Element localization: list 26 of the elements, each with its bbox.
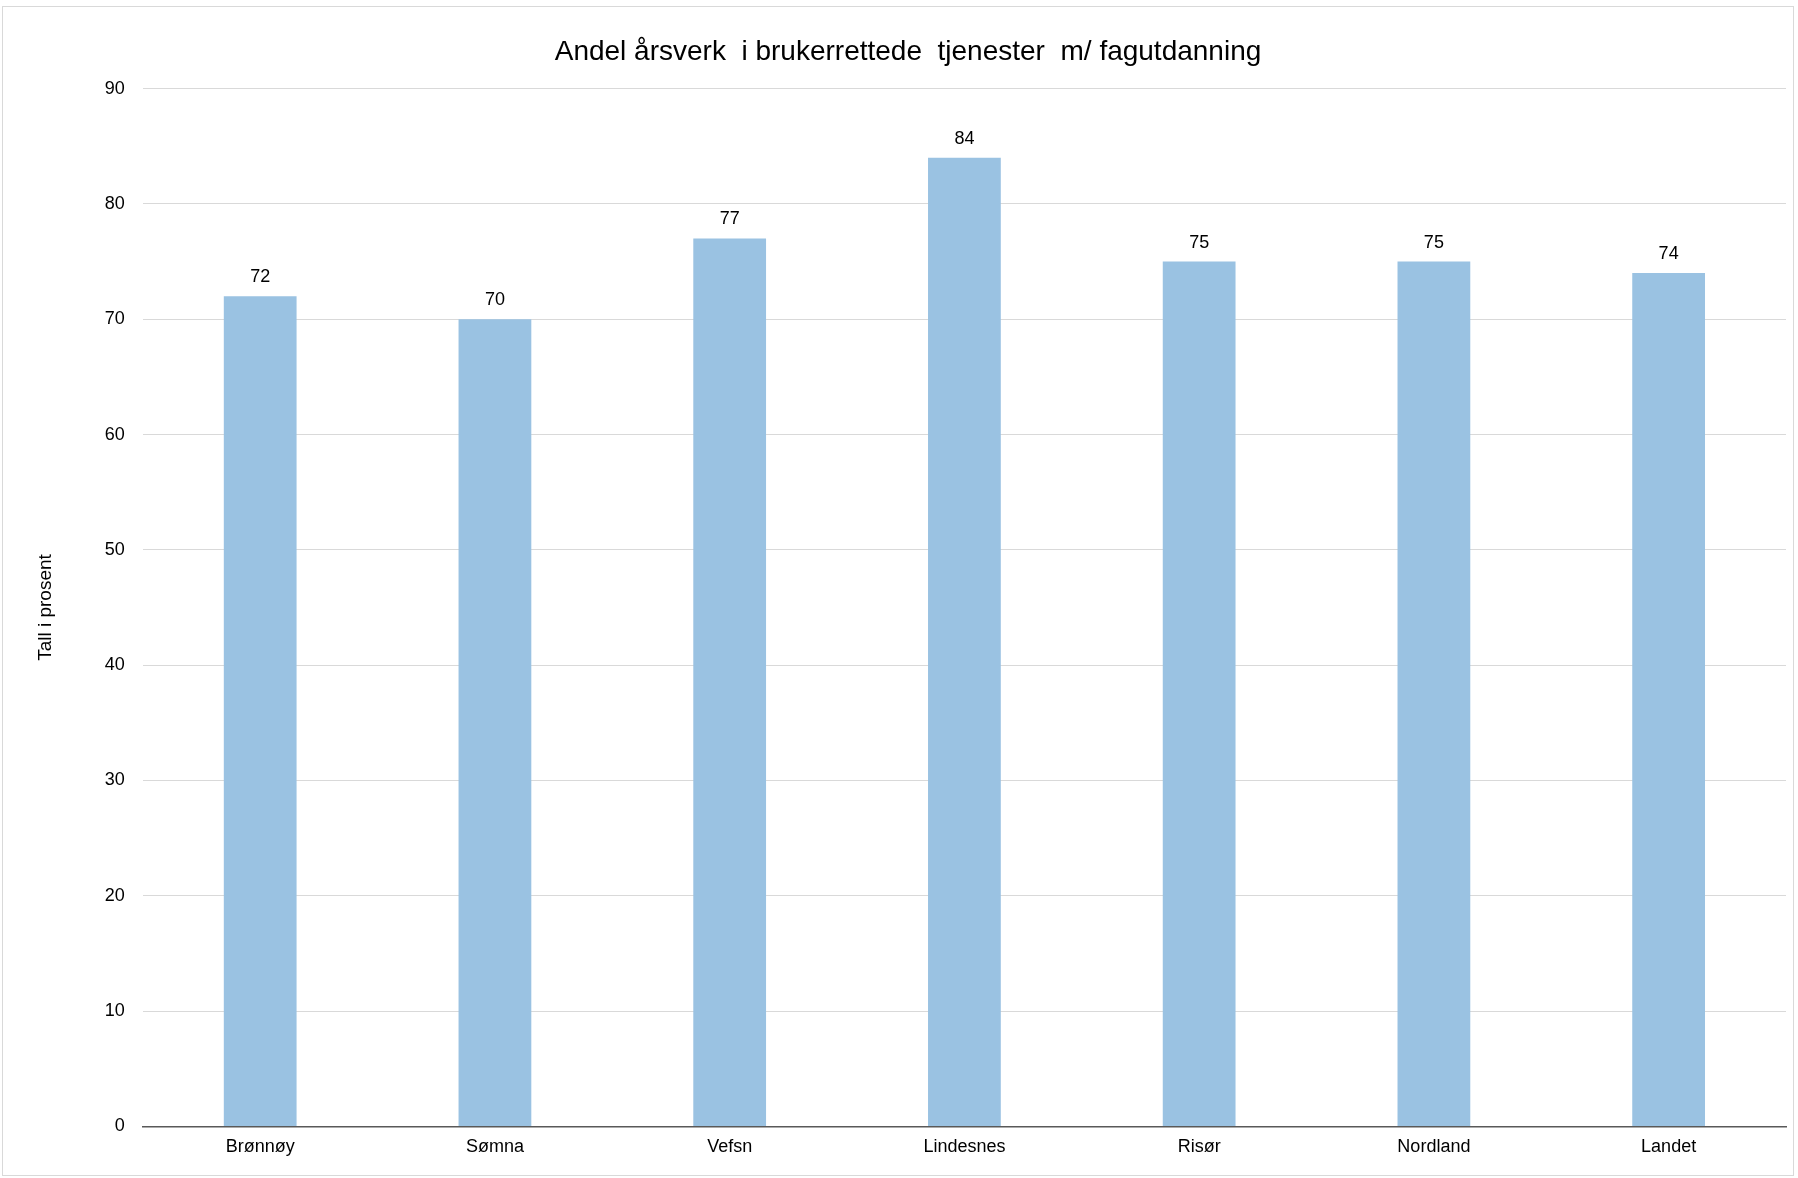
- x-tick-label: Vefsn: [707, 1136, 753, 1157]
- y-tick-label: 10: [104, 1000, 125, 1021]
- x-tick-label: Lindesnes: [923, 1136, 1006, 1157]
- x-tick-label: Nordland: [1397, 1136, 1471, 1157]
- x-tick-label: Brønnøy: [225, 1136, 295, 1157]
- data-label: 75: [1189, 231, 1210, 252]
- data-label: 72: [250, 266, 271, 287]
- y-tick-label: 70: [104, 308, 125, 329]
- y-tick-label: 90: [104, 77, 125, 98]
- y-axis-title: Tall i prosent: [33, 553, 55, 661]
- x-tick-label: Landet: [1641, 1136, 1697, 1157]
- x-tick-label: Sømna: [465, 1136, 525, 1157]
- data-label: 70: [484, 289, 505, 310]
- data-label: 75: [1423, 231, 1444, 252]
- data-label: 77: [719, 208, 740, 229]
- y-tick-label: 80: [104, 192, 125, 213]
- chart-title: Andel årsverk i brukerrettede tjenester m/ fagutdanning: [554, 34, 1262, 66]
- data-label: 84: [954, 127, 975, 148]
- y-tick-label: 50: [104, 538, 125, 559]
- y-tick-label: 60: [104, 423, 125, 444]
- y-tick-label: 30: [104, 769, 125, 790]
- y-tick-label: 20: [104, 884, 125, 905]
- data-label: 74: [1658, 243, 1679, 264]
- y-tick-label: 0: [114, 1115, 125, 1136]
- y-tick-label: 40: [104, 654, 125, 675]
- x-tick-label: Risør: [1177, 1136, 1221, 1157]
